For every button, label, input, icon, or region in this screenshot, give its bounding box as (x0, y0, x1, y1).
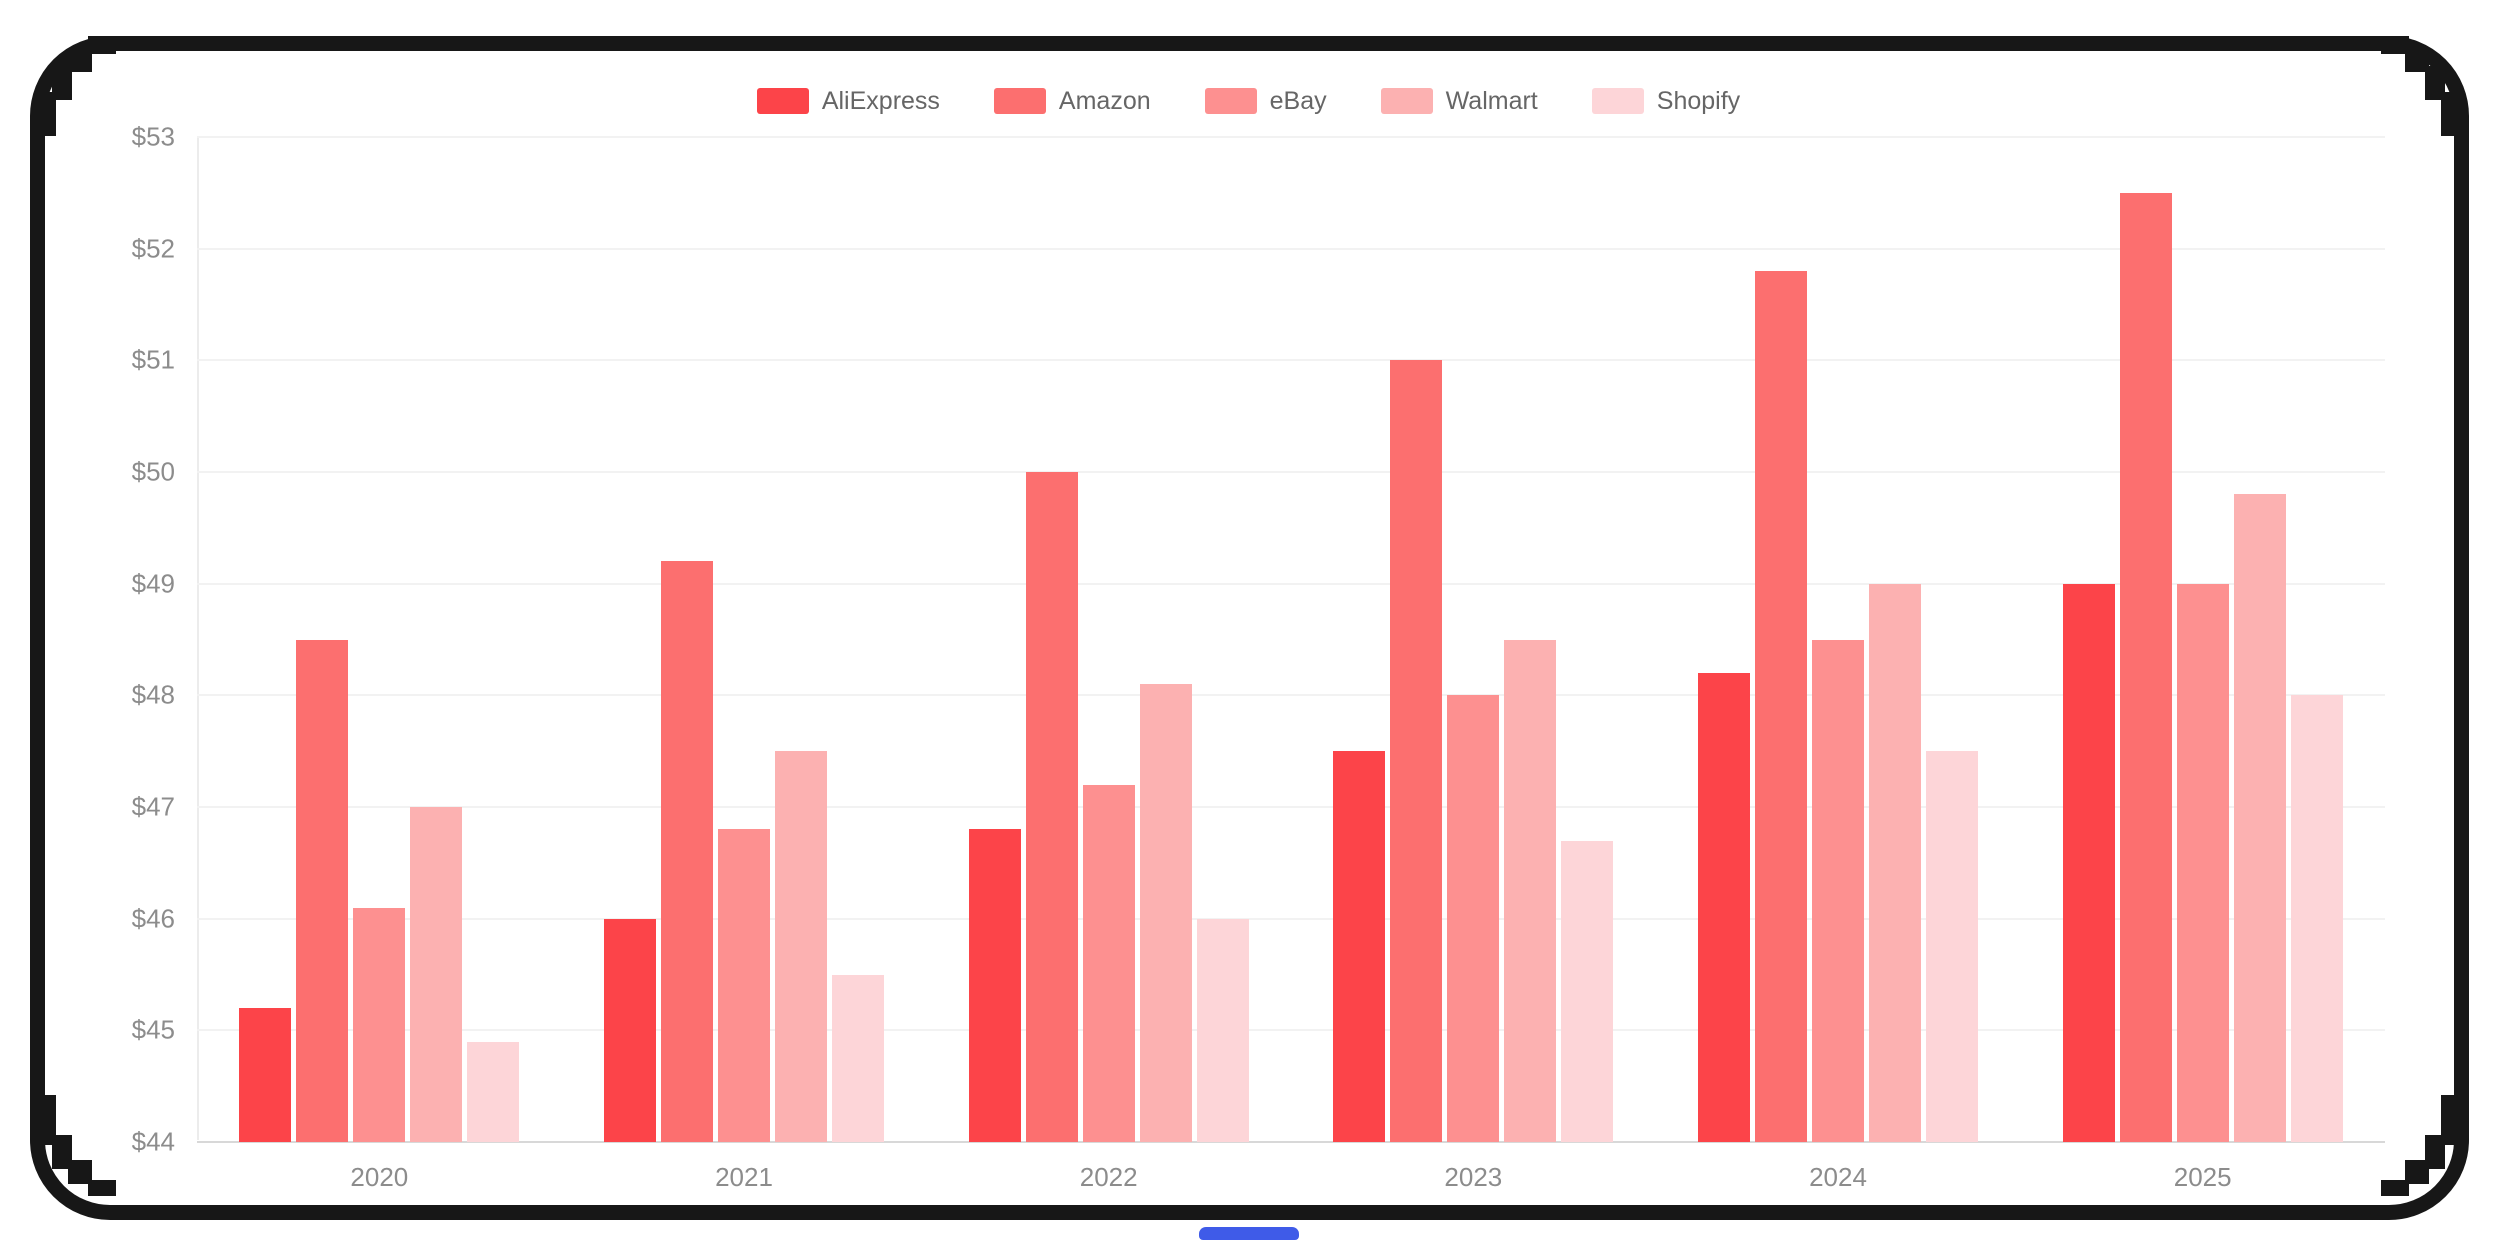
legend-item[interactable]: Walmart (1380, 86, 1538, 115)
bar-group: 2020 (197, 137, 562, 1192)
y-tick-label: $50 (131, 456, 175, 487)
bar-aliexpress-2021[interactable] (604, 918, 656, 1142)
bar-shopify-2023[interactable] (1561, 840, 1614, 1142)
legend-label: eBay (1269, 86, 1327, 115)
x-tick-label: 2021 (715, 1162, 773, 1192)
bar-amazon-2020[interactable] (296, 639, 349, 1142)
legend-swatch (1380, 88, 1433, 114)
bar-ebay-2023[interactable] (1447, 695, 1500, 1142)
bar-groups: 2020 2021 2022 2023 2024 2025 (197, 137, 2385, 1192)
legend-swatch (993, 88, 1046, 114)
plot-area: $53 $52 $51 $50 $49 $48 $47 $46 $45 $44 2020 2021 2… (132, 122, 2385, 1192)
bar-shopify-2024[interactable] (1926, 751, 1979, 1142)
y-tick-label: $48 (131, 679, 175, 710)
y-tick-label: $45 (131, 1014, 175, 1045)
bar-walmart-2020[interactable] (410, 807, 463, 1142)
bar-ebay-2021[interactable] (718, 829, 770, 1142)
bar-amazon-2024[interactable] (1755, 271, 1808, 1142)
frame-corner-pixel (2405, 48, 2429, 72)
bar-amazon-2021[interactable] (661, 561, 713, 1142)
frame-corner-pixel (2381, 1180, 2409, 1196)
legend-swatch (756, 88, 809, 114)
bar-shopify-2022[interactable] (1196, 918, 1249, 1142)
gridline (197, 694, 2385, 697)
legend-swatch (1204, 88, 1257, 114)
bar-shopify-2020[interactable] (467, 1041, 520, 1142)
frame-corner-pixel (2441, 92, 2457, 136)
y-tick-label: $52 (131, 233, 175, 264)
bar-aliexpress-2024[interactable] (1698, 673, 1751, 1142)
bar-aliexpress-2020[interactable] (239, 1008, 292, 1142)
gridline (197, 1029, 2385, 1032)
bar-amazon-2022[interactable] (1025, 472, 1078, 1142)
home-indicator (1198, 1227, 1299, 1240)
y-tick-label: $47 (131, 791, 175, 822)
bar-aliexpress-2025[interactable] (2062, 583, 2115, 1142)
legend-label: AliExpress (821, 86, 940, 115)
legend-label: Amazon (1058, 86, 1151, 115)
x-tick-label: 2024 (1809, 1162, 1867, 1192)
gridline (197, 136, 2385, 138)
frame-corner-pixel (2381, 36, 2409, 54)
bar-walmart-2021[interactable] (775, 751, 827, 1142)
bar-amazon-2025[interactable] (2119, 192, 2172, 1142)
frame-corner-pixel (40, 92, 56, 136)
frame-corner-pixel (2441, 1095, 2457, 1145)
bar-group: 2023 (1291, 137, 1656, 1192)
bar-walmart-2025[interactable] (2233, 494, 2286, 1142)
legend-swatch (1591, 88, 1644, 114)
y-tick-label: $44 (131, 1126, 175, 1157)
y-axis-line (197, 137, 199, 1140)
x-axis-line (197, 1141, 2385, 1143)
frame-corner-pixel (2405, 1160, 2429, 1184)
frame-corner-pixel (88, 1180, 116, 1196)
frame-corner-pixel (88, 36, 116, 54)
gridline (197, 805, 2385, 808)
gridline (197, 582, 2385, 585)
bar-ebay-2020[interactable] (353, 907, 406, 1142)
bar-group: 2025 (2020, 137, 2385, 1192)
chart-legend: AliExpress Amazon eBay Walmart Shopify (0, 88, 2497, 114)
legend-label: Walmart (1445, 86, 1538, 115)
bar-amazon-2023[interactable] (1390, 360, 1443, 1142)
bar-shopify-2025[interactable] (2290, 695, 2343, 1142)
bar-aliexpress-2023[interactable] (1333, 751, 1386, 1142)
bar-walmart-2022[interactable] (1139, 684, 1192, 1142)
bar-group: 2021 (562, 137, 927, 1192)
frame-corner-pixel (2425, 66, 2445, 100)
legend-item[interactable]: Amazon (993, 86, 1151, 115)
bar-ebay-2025[interactable] (2176, 583, 2229, 1142)
x-tick-label: 2023 (1444, 1162, 1503, 1192)
legend-item[interactable]: AliExpress (756, 86, 940, 115)
bar-group: 2024 (1656, 137, 2021, 1192)
legend-item[interactable]: eBay (1204, 86, 1327, 115)
x-tick-label: 2020 (350, 1162, 409, 1192)
gridline (197, 359, 2385, 362)
legend-label: Shopify (1656, 86, 1741, 115)
bar-walmart-2024[interactable] (1869, 583, 1922, 1142)
y-tick-label: $49 (131, 568, 175, 599)
bar-ebay-2022[interactable] (1082, 784, 1135, 1142)
y-tick-label: $46 (131, 903, 175, 934)
x-tick-label: 2022 (1079, 1162, 1138, 1192)
gridline (197, 470, 2385, 473)
bar-ebay-2024[interactable] (1812, 639, 1865, 1142)
legend-item[interactable]: Shopify (1591, 86, 1741, 115)
frame-corner-pixel (2425, 1135, 2445, 1169)
bar-group: 2022 (926, 137, 1291, 1192)
bar-aliexpress-2022[interactable] (968, 829, 1021, 1142)
bar-walmart-2023[interactable] (1504, 639, 1557, 1142)
bar-shopify-2021[interactable] (832, 974, 884, 1142)
y-tick-label: $51 (131, 344, 175, 375)
gridline (197, 247, 2385, 250)
frame-corner-pixel (52, 1135, 72, 1169)
frame-corner-pixel (40, 1095, 56, 1145)
x-tick-label: 2025 (2173, 1162, 2232, 1192)
y-tick-label: $53 (131, 121, 175, 152)
frame-corner-pixel (52, 66, 72, 100)
gridline (197, 917, 2385, 920)
